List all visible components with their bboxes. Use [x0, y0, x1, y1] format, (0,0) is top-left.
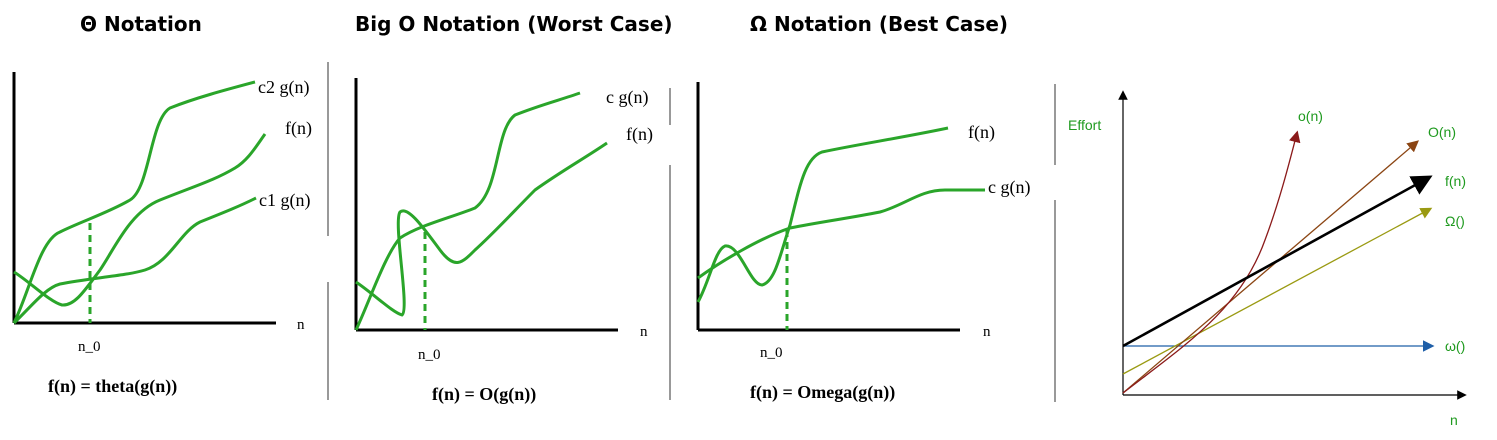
big-o-label-upper: c g(n)	[606, 87, 648, 108]
theta-n0-label: n_0	[78, 339, 101, 355]
theta-upper-curve	[14, 82, 255, 323]
omega-label-upper: f(n)	[968, 122, 995, 143]
big-o-panel: c g(n) f(n) n n_0 f(n) = O(g(n))	[356, 78, 653, 405]
omega-formula: f(n) = Omega(g(n))	[750, 382, 895, 403]
theta-label-upper: c2 g(n)	[258, 77, 309, 98]
theta-label-mid: f(n)	[285, 118, 312, 139]
big-o-f-curve	[356, 143, 607, 315]
theta-label-lower: c1 g(n)	[259, 190, 310, 211]
label-big-o: O(n)	[1428, 124, 1456, 140]
theta-f-curve	[14, 134, 265, 305]
label-big-omega: Ω()	[1445, 213, 1465, 229]
notation-diagrams: c2 g(n) f(n) c1 g(n) n n_0 f(n) = theta(…	[0, 0, 1497, 440]
omega-lower-curve	[698, 190, 985, 278]
theta-panel: c2 g(n) f(n) c1 g(n) n n_0 f(n) = theta(…	[14, 72, 312, 397]
comparison-x-label: n	[1450, 412, 1458, 428]
big-o-upper-curve	[356, 93, 580, 330]
omega-f-curve	[698, 128, 948, 302]
omega-label-lower: c g(n)	[988, 177, 1030, 198]
big-o-formula: f(n) = O(g(n))	[432, 384, 536, 405]
theta-x-label: n	[297, 317, 305, 333]
label-little-o: o(n)	[1298, 108, 1323, 124]
big-o-n0-label: n_0	[418, 347, 441, 363]
omega-n0-label: n_0	[760, 345, 783, 361]
label-f-n: f(n)	[1445, 173, 1466, 189]
omega-panel: f(n) c g(n) n n_0 f(n) = Omega(g(n))	[698, 82, 1030, 403]
label-little-omega: ω()	[1445, 338, 1465, 354]
theta-formula: f(n) = theta(g(n))	[48, 376, 177, 397]
big-o-x-label: n	[640, 324, 648, 340]
comparison-y-label: Effort	[1068, 117, 1101, 133]
big-o-line	[1123, 142, 1417, 393]
comparison-panel: Effort n o(n) O(n) f(n) Ω() ω()	[1068, 95, 1466, 428]
little-o-curve	[1123, 133, 1297, 393]
f-n-line	[1123, 178, 1428, 346]
big-omega-line	[1123, 209, 1430, 374]
omega-x-label: n	[983, 324, 991, 340]
big-o-label-mid: f(n)	[626, 124, 653, 145]
